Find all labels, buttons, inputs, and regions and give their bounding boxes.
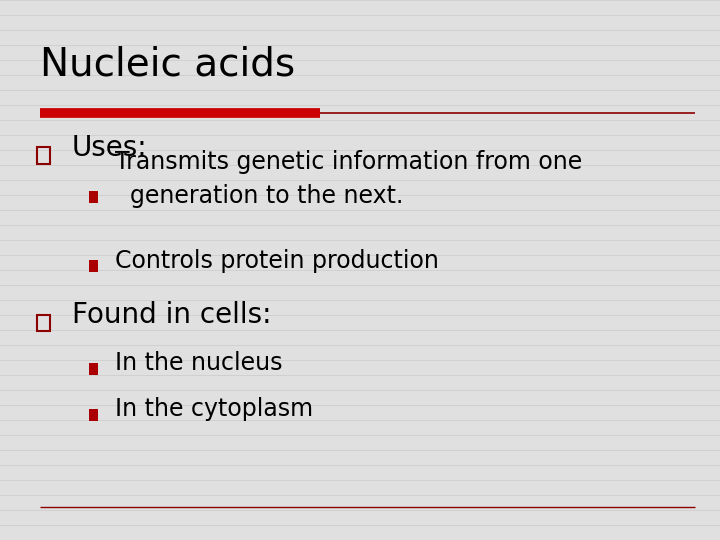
Text: Transmits genetic information from one
  generation to the next.: Transmits genetic information from one g… [115,151,582,208]
Text: In the cytoplasm: In the cytoplasm [115,397,313,421]
Text: Uses:: Uses: [72,134,148,162]
Bar [89,191,98,203]
Text: In the nucleus: In the nucleus [115,352,283,375]
Text: Nucleic acids: Nucleic acids [40,46,294,84]
Bar [89,260,98,272]
Bar [89,363,98,375]
Text: Controls protein production: Controls protein production [115,249,439,273]
Bar [37,315,50,331]
Bar [37,147,50,164]
Text: Found in cells:: Found in cells: [72,301,271,329]
Bar [89,409,98,421]
